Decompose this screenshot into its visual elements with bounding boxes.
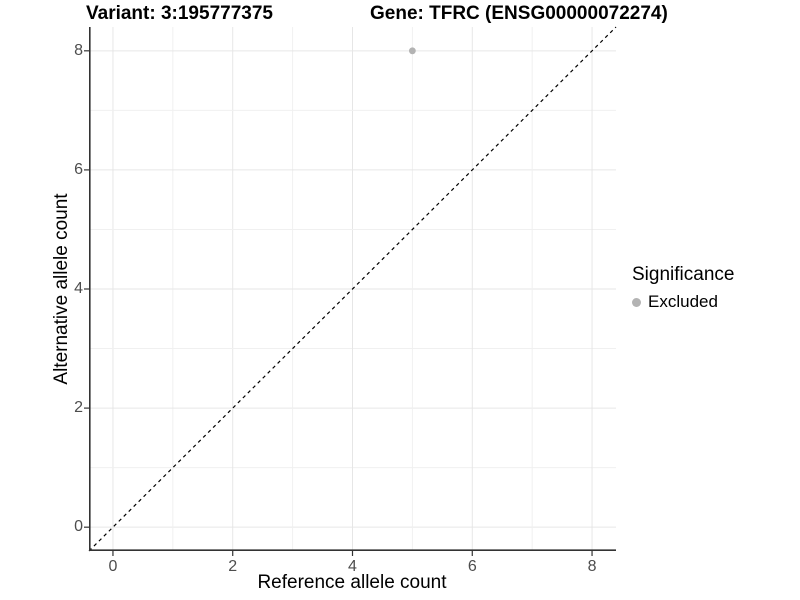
plot-title-gene: Gene: TFRC (ENSG00000072274) — [370, 3, 668, 24]
x-tick-label: 0 — [108, 558, 118, 575]
y-tick-label: 2 — [74, 399, 83, 417]
y-tick-label: 0 — [74, 518, 83, 536]
y-tick-label: 4 — [74, 280, 83, 297]
identity-dashed-line — [88, 26, 617, 552]
legend-entry-label: Excluded — [648, 292, 718, 311]
x-axis-title: Reference allele count — [257, 572, 447, 593]
x-tick-label: 4 — [348, 558, 357, 575]
y-tick-label: 6 — [74, 160, 83, 178]
x-tick-label: 2 — [228, 558, 238, 575]
legend-entry-excluded: Excluded — [632, 292, 734, 312]
y-tick-label: 8 — [74, 41, 83, 59]
legend-title: Significance — [632, 264, 735, 285]
legend: Significance Excluded — [632, 264, 734, 312]
plot-title-variant: Variant: 3:195777375 — [86, 3, 273, 24]
data-point — [408, 47, 416, 55]
legend-point-icon — [632, 297, 641, 307]
y-axis-title: Alternative allele count — [51, 193, 72, 385]
x-tick-label: 8 — [587, 558, 597, 575]
plot-panel — [84, 26, 617, 556]
x-tick-label: 6 — [467, 558, 477, 575]
